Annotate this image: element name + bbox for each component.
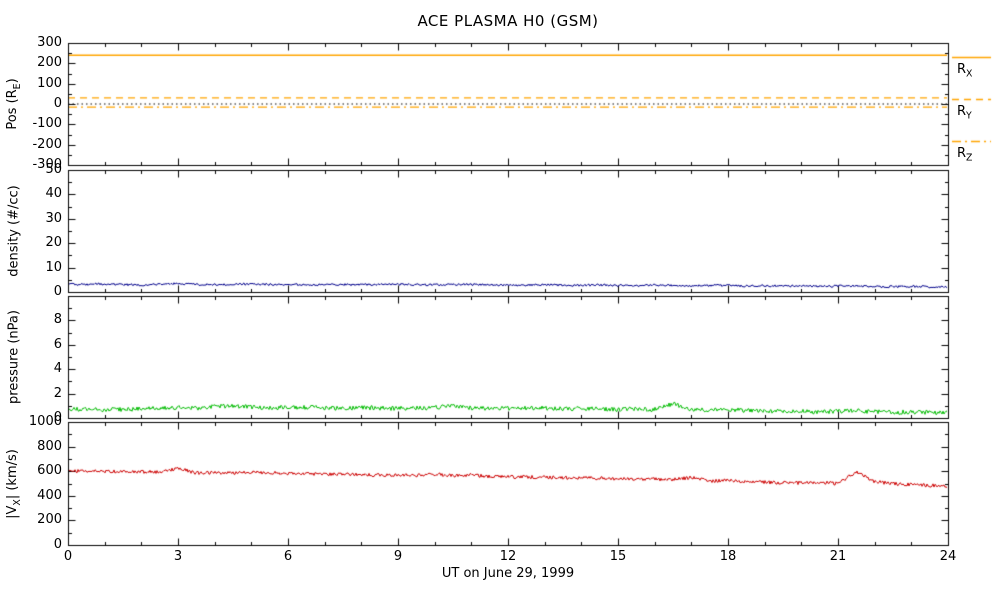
y-axis-label: pressure (nPa)	[6, 310, 22, 404]
legend-label: RY	[957, 104, 972, 122]
y-axis-label: density (#/cc)	[6, 185, 22, 277]
x-tick-label: 6	[283, 549, 293, 564]
legend-label: RX	[957, 62, 973, 80]
x-tick-label: 18	[719, 549, 737, 564]
x-tick-label: 15	[609, 549, 627, 564]
page-title: ACE PLASMA H0 (GSM)	[417, 12, 599, 30]
y-tick-label: -200	[32, 136, 62, 152]
y-tick-label: 300	[37, 35, 62, 50]
y-tick-label: 8	[53, 312, 62, 328]
y-tick-label: 30	[45, 210, 62, 226]
y-tick-label: 600	[37, 463, 62, 479]
x-tick-label: 3	[173, 549, 183, 564]
y-tick-label: 400	[37, 487, 62, 503]
y-tick-label: 10	[45, 259, 62, 275]
y-tick-label: 0	[53, 410, 62, 425]
y-tick-label: 50	[45, 162, 62, 177]
y-tick-label: 6	[53, 336, 62, 352]
y-tick-label: 200	[37, 512, 62, 528]
y-tick-label: 2	[53, 385, 62, 401]
y-tick-label: 800	[37, 438, 62, 454]
x-tick-label: 21	[829, 549, 847, 564]
y-axis-label: |VX| (km/s)	[5, 448, 23, 519]
x-tick-label: 12	[499, 549, 517, 564]
x-tick-label: 0	[63, 549, 73, 564]
y-tick-label: 0	[53, 537, 62, 552]
y-tick-label: 0	[53, 284, 62, 299]
legend-label: RZ	[957, 146, 973, 164]
y-tick-label: 4	[53, 361, 62, 377]
y-tick-label: -300	[32, 157, 62, 172]
x-axis-title: UT on June 29, 1999	[441, 566, 575, 581]
x-tick-label: 9	[393, 549, 403, 564]
y-tick-label: -100	[32, 116, 62, 132]
x-tick-label: 24	[939, 549, 957, 564]
y-tick-label: 40	[45, 186, 62, 202]
y-tick-label: 20	[45, 235, 62, 251]
y-axis-label: Pos (RE)	[5, 78, 23, 130]
y-tick-label: 0	[53, 96, 62, 111]
y-tick-label: 200	[37, 55, 62, 71]
y-tick-label: 100	[37, 75, 62, 91]
y-tick-label: 1000	[28, 414, 62, 429]
